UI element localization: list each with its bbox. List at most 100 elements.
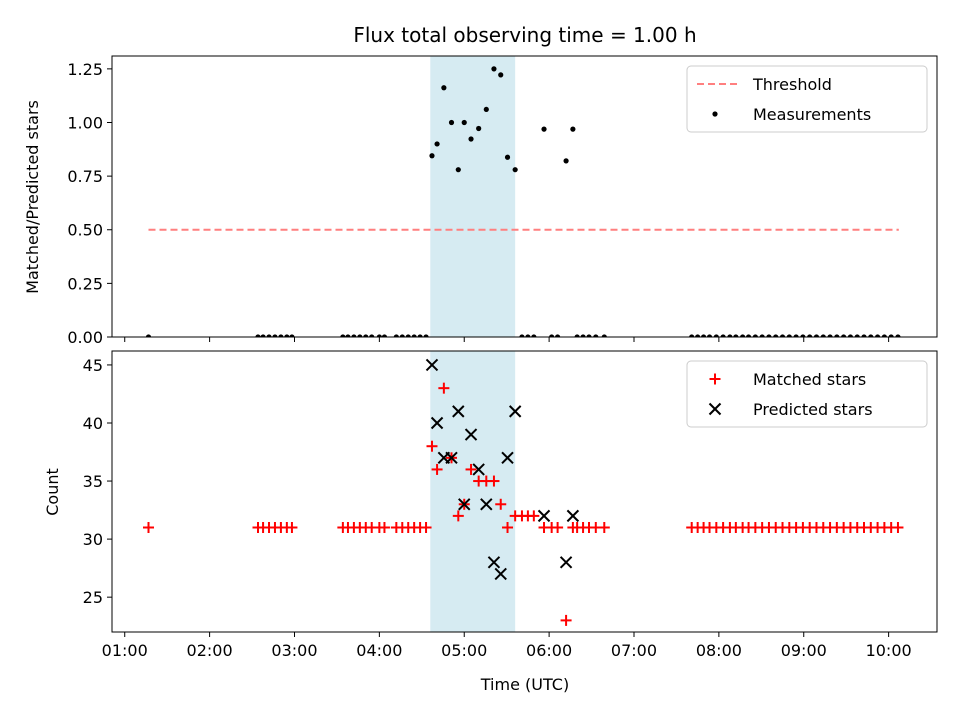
measurements-point	[586, 334, 592, 337]
legend-swatch-matched-stars	[709, 373, 721, 385]
measurements-point	[284, 334, 290, 337]
matched-stars-point	[528, 510, 540, 522]
measurements-point	[429, 153, 435, 159]
measurements-point	[345, 334, 351, 337]
measurements-point	[145, 334, 152, 337]
x-tick-label: 10:00	[866, 641, 912, 660]
measurements-point	[417, 334, 423, 337]
measurements-point	[779, 334, 786, 337]
measurements-point	[448, 119, 455, 126]
x-tick-label: 06:00	[526, 641, 572, 660]
count-panel-highlight-span	[430, 351, 516, 632]
ratio-panel-frame	[111, 55, 938, 338]
measurements-point	[351, 334, 357, 337]
predicted-stars-point	[566, 509, 580, 523]
measurements-point	[455, 167, 461, 173]
measurements-point	[727, 334, 733, 337]
measurements-point	[847, 334, 854, 337]
measurements-point	[549, 334, 555, 337]
measurements-point	[888, 334, 894, 337]
matched-stars-point	[452, 510, 464, 522]
measurements-point	[491, 66, 497, 72]
legend-swatch-predicted-stars	[708, 402, 722, 416]
x-tick-label: 04:00	[356, 641, 402, 660]
measurements-point	[369, 334, 375, 337]
count-panel-plot-area	[142, 358, 904, 626]
ratio-panel-plot-area	[145, 66, 901, 337]
matched-stars-point	[142, 521, 154, 533]
measurements-point	[895, 334, 901, 337]
x-tick-label: 07:00	[611, 641, 657, 660]
matched-stars-point	[495, 498, 507, 510]
matched-stars-point	[488, 475, 500, 487]
measurements-point	[519, 334, 525, 337]
predicted-stars-point	[537, 509, 551, 523]
measurements-point	[773, 334, 779, 337]
measurements-point	[423, 334, 429, 337]
measurements-point	[525, 334, 531, 337]
count-panel-frame	[111, 350, 938, 633]
legend-box	[686, 360, 928, 428]
measurements-point	[695, 334, 701, 337]
measurements-point	[570, 126, 576, 132]
measurements-point	[807, 334, 813, 337]
measurements-point	[752, 334, 758, 337]
predicted-stars-point	[487, 556, 501, 569]
predicted-stars-point	[430, 416, 444, 430]
measurements-point	[541, 126, 547, 132]
measurements-point	[260, 334, 266, 337]
measurements-point	[793, 334, 799, 337]
matched-stars-point	[598, 521, 610, 533]
measurements-point	[393, 334, 399, 337]
measurements-point	[786, 334, 792, 337]
predicted-stars-point	[480, 498, 493, 511]
top-y-axis-label: Matched/Predicted stars	[23, 100, 42, 294]
predicted-stars-point	[425, 358, 439, 372]
predicted-stars-point	[494, 567, 507, 581]
ratio-panel-y-tick-label: 0.75	[67, 167, 103, 186]
legend: Matched stars Predicted stars	[686, 360, 928, 428]
measurements-point	[745, 334, 752, 337]
measurements-point	[800, 334, 806, 337]
bottom-y-axis-label: Count	[43, 468, 62, 516]
predicted-stars-point	[464, 428, 478, 441]
measurements-point	[531, 334, 537, 337]
ratio-panel-y-tick-label: 0.00	[67, 328, 103, 347]
measurements-point	[405, 334, 411, 337]
measurements-point	[461, 119, 467, 126]
measurements-point	[813, 334, 820, 337]
measurements-point	[861, 334, 867, 337]
measurements-point	[363, 334, 369, 337]
chart-title: Flux total observing time = 1.00 h	[353, 23, 696, 47]
predicted-stars-point	[472, 463, 485, 476]
measurements-point	[689, 334, 695, 337]
measurements-point	[706, 334, 713, 337]
measurements-point	[381, 334, 388, 337]
measurements-point	[498, 72, 504, 78]
measurements-point	[574, 334, 580, 337]
measurements-point	[580, 334, 586, 337]
measurements-point	[766, 334, 772, 337]
measurements-point	[601, 334, 607, 337]
x-tick-label: 08:00	[696, 641, 742, 660]
measurements-point	[820, 334, 826, 337]
measurements-point	[483, 106, 489, 113]
measurements-point	[593, 334, 599, 337]
legend-label-predicted-stars: Predicted stars	[753, 400, 873, 419]
measurements-point	[841, 334, 847, 337]
measurements-point	[733, 334, 739, 337]
count-panel-y-tick-label: 35	[83, 472, 103, 491]
measurements-point	[740, 334, 746, 337]
matched-stars-point	[420, 521, 432, 533]
measurements-point	[411, 334, 417, 337]
matched-stars-point	[465, 463, 477, 475]
measurements-point	[868, 334, 874, 337]
measurements-point	[700, 334, 707, 337]
measurements-point	[272, 334, 278, 337]
x-tick-label: 05:00	[441, 641, 487, 660]
measurements-point	[289, 334, 295, 337]
x-axis-label: Time (UTC)	[480, 675, 569, 694]
matched-stars-point	[892, 521, 904, 533]
predicted-stars-point	[445, 451, 458, 465]
